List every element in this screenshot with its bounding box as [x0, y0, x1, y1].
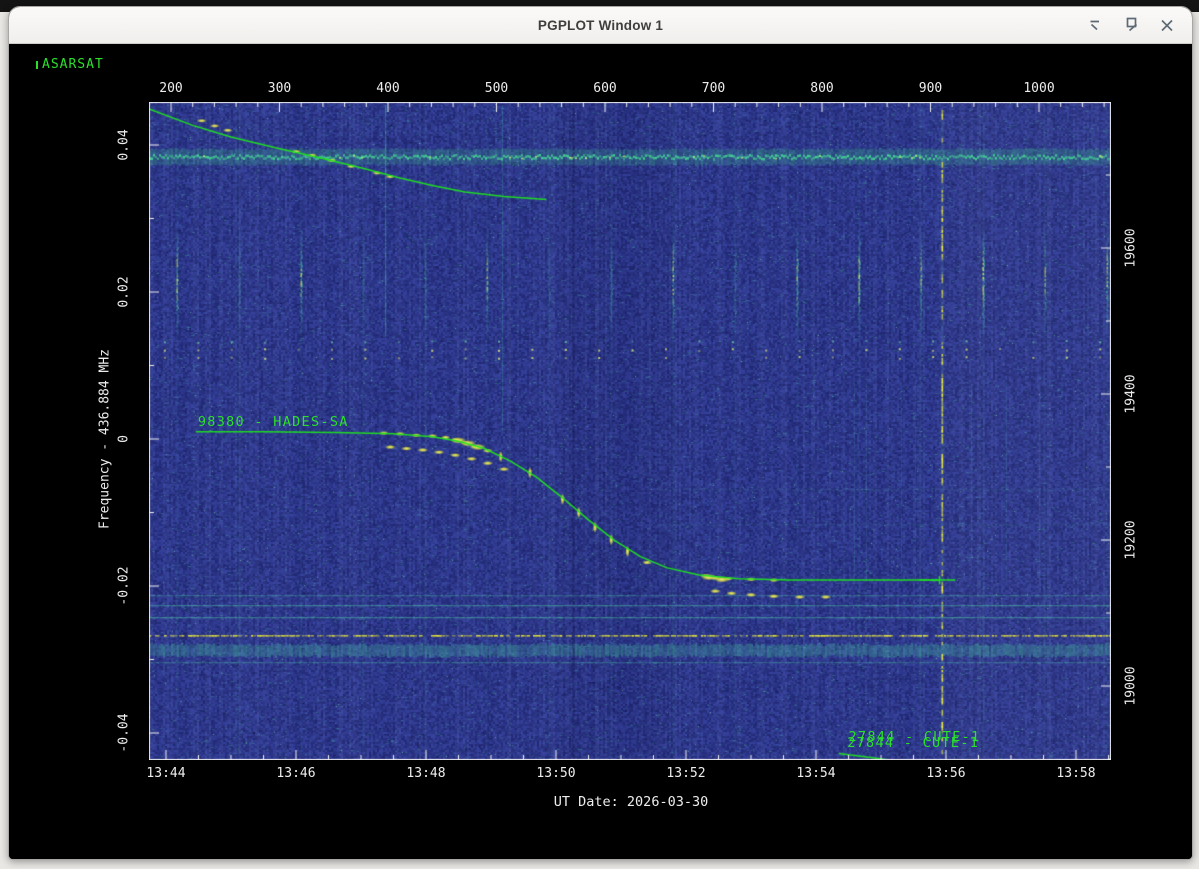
window-title: PGPLOT Window 1 — [538, 18, 663, 33]
top-axis-tick-label: 500 — [485, 81, 508, 96]
frequency-axis-tick-label: -0.04 — [117, 713, 132, 752]
top-axis-tick-label: 1000 — [1023, 81, 1054, 96]
clipped-glyph-fragment — [36, 61, 38, 69]
time-axis-tick-label: 13:48 — [406, 766, 445, 781]
top-axis-tick-label: 600 — [593, 81, 616, 96]
scan-axis-tick-label: 19600 — [1124, 228, 1139, 267]
satellite-name-text: ASARSAT — [42, 58, 104, 70]
x-axis-title: UT Date: 2026-03-30 — [554, 794, 708, 810]
minimize-icon — [1086, 16, 1104, 34]
time-axis-tick-label: 13:50 — [536, 766, 575, 781]
top-axis-tick-label: 700 — [702, 81, 725, 96]
hades-sa-label: 98380 - HADES-SA — [198, 415, 349, 429]
top-axis-tick-label: 300 — [268, 81, 291, 96]
maximize-button[interactable] — [1116, 11, 1146, 39]
minimize-button[interactable] — [1080, 11, 1110, 39]
window-controls — [1080, 7, 1182, 43]
close-button[interactable] — [1152, 11, 1182, 39]
time-axis-tick-label: 13:44 — [146, 766, 185, 781]
spectrogram-image[interactable] — [149, 102, 1111, 760]
time-axis-tick-label: 13:54 — [796, 766, 835, 781]
frequency-axis-tick-label: -0.02 — [117, 566, 132, 605]
scan-axis-tick-label: 19200 — [1124, 520, 1139, 559]
cute-1-label-2: 27844 - CUTE-1 — [847, 736, 979, 750]
scan-axis-tick-label: 19400 — [1124, 374, 1139, 413]
frequency-axis-tick-label: 0.02 — [117, 276, 132, 307]
y-axis-title: Frequency - 436.884 MHz — [98, 349, 113, 529]
time-axis-tick-label: 13:46 — [276, 766, 315, 781]
pgplot-canvas[interactable]: ASARSAT 200300400500600700800900100013:4… — [9, 44, 1192, 859]
pgplot-window: PGPLOT Window 1 ASARSAT — [8, 6, 1193, 860]
frequency-axis-tick-label: 0 — [117, 435, 132, 443]
time-axis-tick-label: 13:56 — [926, 766, 965, 781]
top-axis-tick-label: 800 — [810, 81, 833, 96]
time-axis-tick-label: 13:52 — [666, 766, 705, 781]
maximize-icon — [1122, 16, 1140, 34]
spectrogram-plot: 200300400500600700800900100013:4413:4613… — [149, 102, 1111, 760]
titlebar[interactable]: PGPLOT Window 1 — [9, 7, 1192, 44]
close-icon — [1158, 16, 1176, 34]
top-axis-tick-label: 400 — [376, 81, 399, 96]
top-axis-tick-label: 200 — [159, 81, 182, 96]
satellite-name-label: ASARSAT — [36, 58, 104, 70]
top-axis-tick-label: 900 — [919, 81, 942, 96]
frequency-axis-tick-label: 0.04 — [117, 129, 132, 160]
time-axis-tick-label: 13:58 — [1056, 766, 1095, 781]
scan-axis-tick-label: 19000 — [1124, 666, 1139, 705]
